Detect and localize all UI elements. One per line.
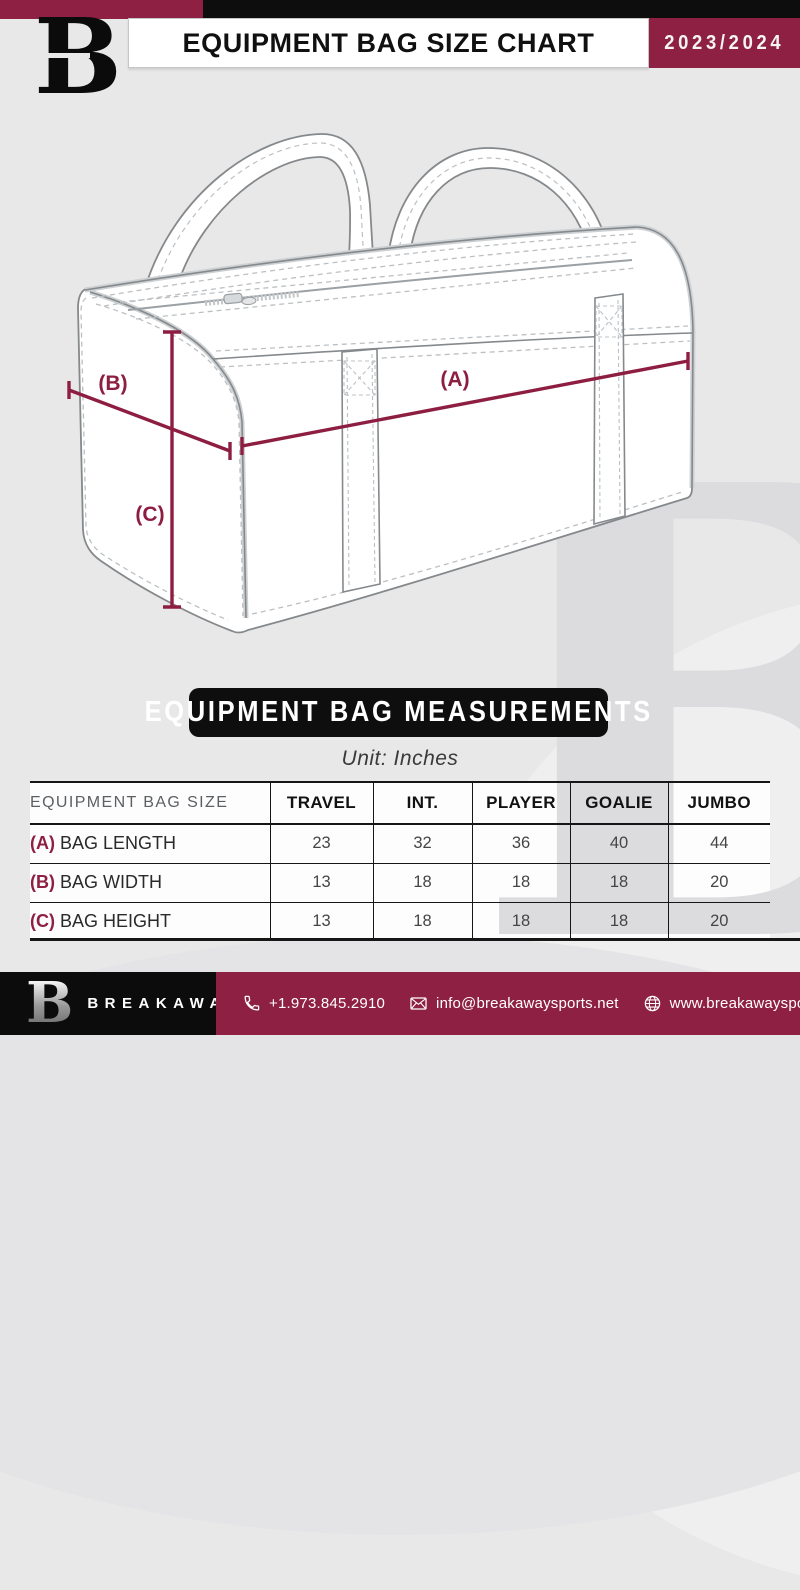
dimension-line-a <box>241 359 689 448</box>
zipper-pull <box>241 296 257 306</box>
column-header-goalie: GOALIE <box>569 781 668 825</box>
cell-height-jumbo: 20 <box>667 902 770 941</box>
cell-width-player: 18 <box>471 863 570 903</box>
cell-height-int: 18 <box>372 902 472 941</box>
label-c: (C) <box>135 503 164 526</box>
zipper-slider <box>223 292 243 305</box>
phone-icon <box>244 995 260 1011</box>
footer-brand-block: B BREAKAWAY <box>0 970 235 1037</box>
footer-email-address: info@breakawaysports.net <box>436 995 619 1012</box>
column-header-jumbo: JUMBO <box>667 781 770 825</box>
cell-width-int: 18 <box>372 863 472 903</box>
footer-contact-block: +1.973.845.2910 info@breakawaysports.net… <box>216 972 800 1035</box>
cell-height-goalie: 18 <box>569 902 668 941</box>
footer: B BREAKAWAY +1.973.845.2910 info@breakaw… <box>0 972 800 1035</box>
footer-phone-number: +1.973.845.2910 <box>269 995 386 1012</box>
brand-logo: B <box>28 5 122 109</box>
footer-email[interactable]: info@breakawaysports.net <box>409 994 619 1013</box>
footer-phone[interactable]: +1.973.845.2910 <box>242 994 385 1013</box>
cell-length-int: 32 <box>372 824 472 864</box>
footer-website[interactable]: www.breakawaysports.net <box>643 994 800 1013</box>
row-label-bag-width: (B) BAG WIDTH <box>30 863 270 903</box>
row-key-b: (B) <box>30 872 55 892</box>
column-header-int: INT. <box>372 781 472 825</box>
front-straps <box>341 293 626 593</box>
page-title-box: EQUIPMENT BAG SIZE CHART <box>128 18 649 68</box>
bag-stitching <box>80 233 691 621</box>
cell-height-travel: 13 <box>269 902 373 941</box>
measurements-banner: EQUIPMENT BAG MEASUREMENTS <box>144 688 650 737</box>
table-row-bag-width: (B) BAG WIDTH 13 18 18 18 20 <box>30 863 770 903</box>
bag-diagram-svg: (A) (B) (C) <box>67 133 696 634</box>
footer-brand-name: BREAKAWAY <box>87 995 242 1012</box>
cell-length-goalie: 40 <box>569 824 668 864</box>
topbar-maroon-segment <box>0 0 203 19</box>
label-b: (B) <box>98 372 127 395</box>
row-text-bag-width: BAG WIDTH <box>60 872 163 892</box>
globe-icon <box>644 995 660 1012</box>
cell-length-jumbo: 44 <box>667 824 770 864</box>
row-text-bag-length: BAG LENGTH <box>60 833 177 854</box>
cell-height-player: 18 <box>471 902 570 941</box>
zipper <box>127 259 633 311</box>
column-header-player: PLAYER <box>471 781 570 825</box>
cell-width-jumbo: 20 <box>667 863 770 903</box>
cell-width-travel: 13 <box>269 863 373 903</box>
page-title: EQUIPMENT BAG SIZE CHART <box>182 27 595 58</box>
table-header-row: EQUIPMENT BAG SIZE TRAVEL INT. PLAYER GO… <box>30 781 770 825</box>
footer-logo: B <box>26 970 74 1037</box>
row-label-bag-length: (A) BAG LENGTH <box>30 824 270 864</box>
bag-illustration: (A) (B) (C) <box>0 120 800 680</box>
measurements-banner-label: EQUIPMENT BAG MEASUREMENTS <box>144 696 653 728</box>
row-text-bag-height: BAG HEIGHT <box>60 911 172 932</box>
brand-logo-letter: B <box>34 0 122 118</box>
cell-length-travel: 23 <box>269 824 373 864</box>
row-key-a: (A) <box>30 833 55 854</box>
topbar-black-segment <box>203 0 800 19</box>
table-bottom-rule <box>30 938 800 941</box>
cell-length-player: 36 <box>471 824 570 864</box>
size-table: EQUIPMENT BAG SIZE TRAVEL INT. PLAYER GO… <box>30 781 770 941</box>
unit-label: Unit: Inches <box>341 747 459 770</box>
cell-width-goalie: 18 <box>569 863 668 903</box>
column-header-travel: TRAVEL <box>269 781 373 825</box>
row-label-bag-height: (C) BAG HEIGHT <box>30 902 270 941</box>
dimension-labels: (A) (B) (C) <box>98 368 469 526</box>
season-label: 2023/2024 <box>664 31 785 54</box>
label-a: (A) <box>440 368 469 391</box>
dimension-lines <box>67 330 690 609</box>
row-key-c: (C) <box>30 911 55 932</box>
footer-website-url: www.breakawaysports.net <box>669 995 800 1012</box>
dimension-line-b <box>68 388 231 453</box>
table-row-bag-length: (A) BAG LENGTH 23 32 36 40 44 <box>30 824 770 864</box>
envelope-icon <box>410 997 427 1010</box>
season-badge: 2023/2024 <box>649 18 800 68</box>
logo-split-line <box>28 53 90 59</box>
column-header-size: EQUIPMENT BAG SIZE <box>30 781 270 825</box>
table-row-bag-height: (C) BAG HEIGHT 13 18 18 18 20 <box>30 902 770 941</box>
